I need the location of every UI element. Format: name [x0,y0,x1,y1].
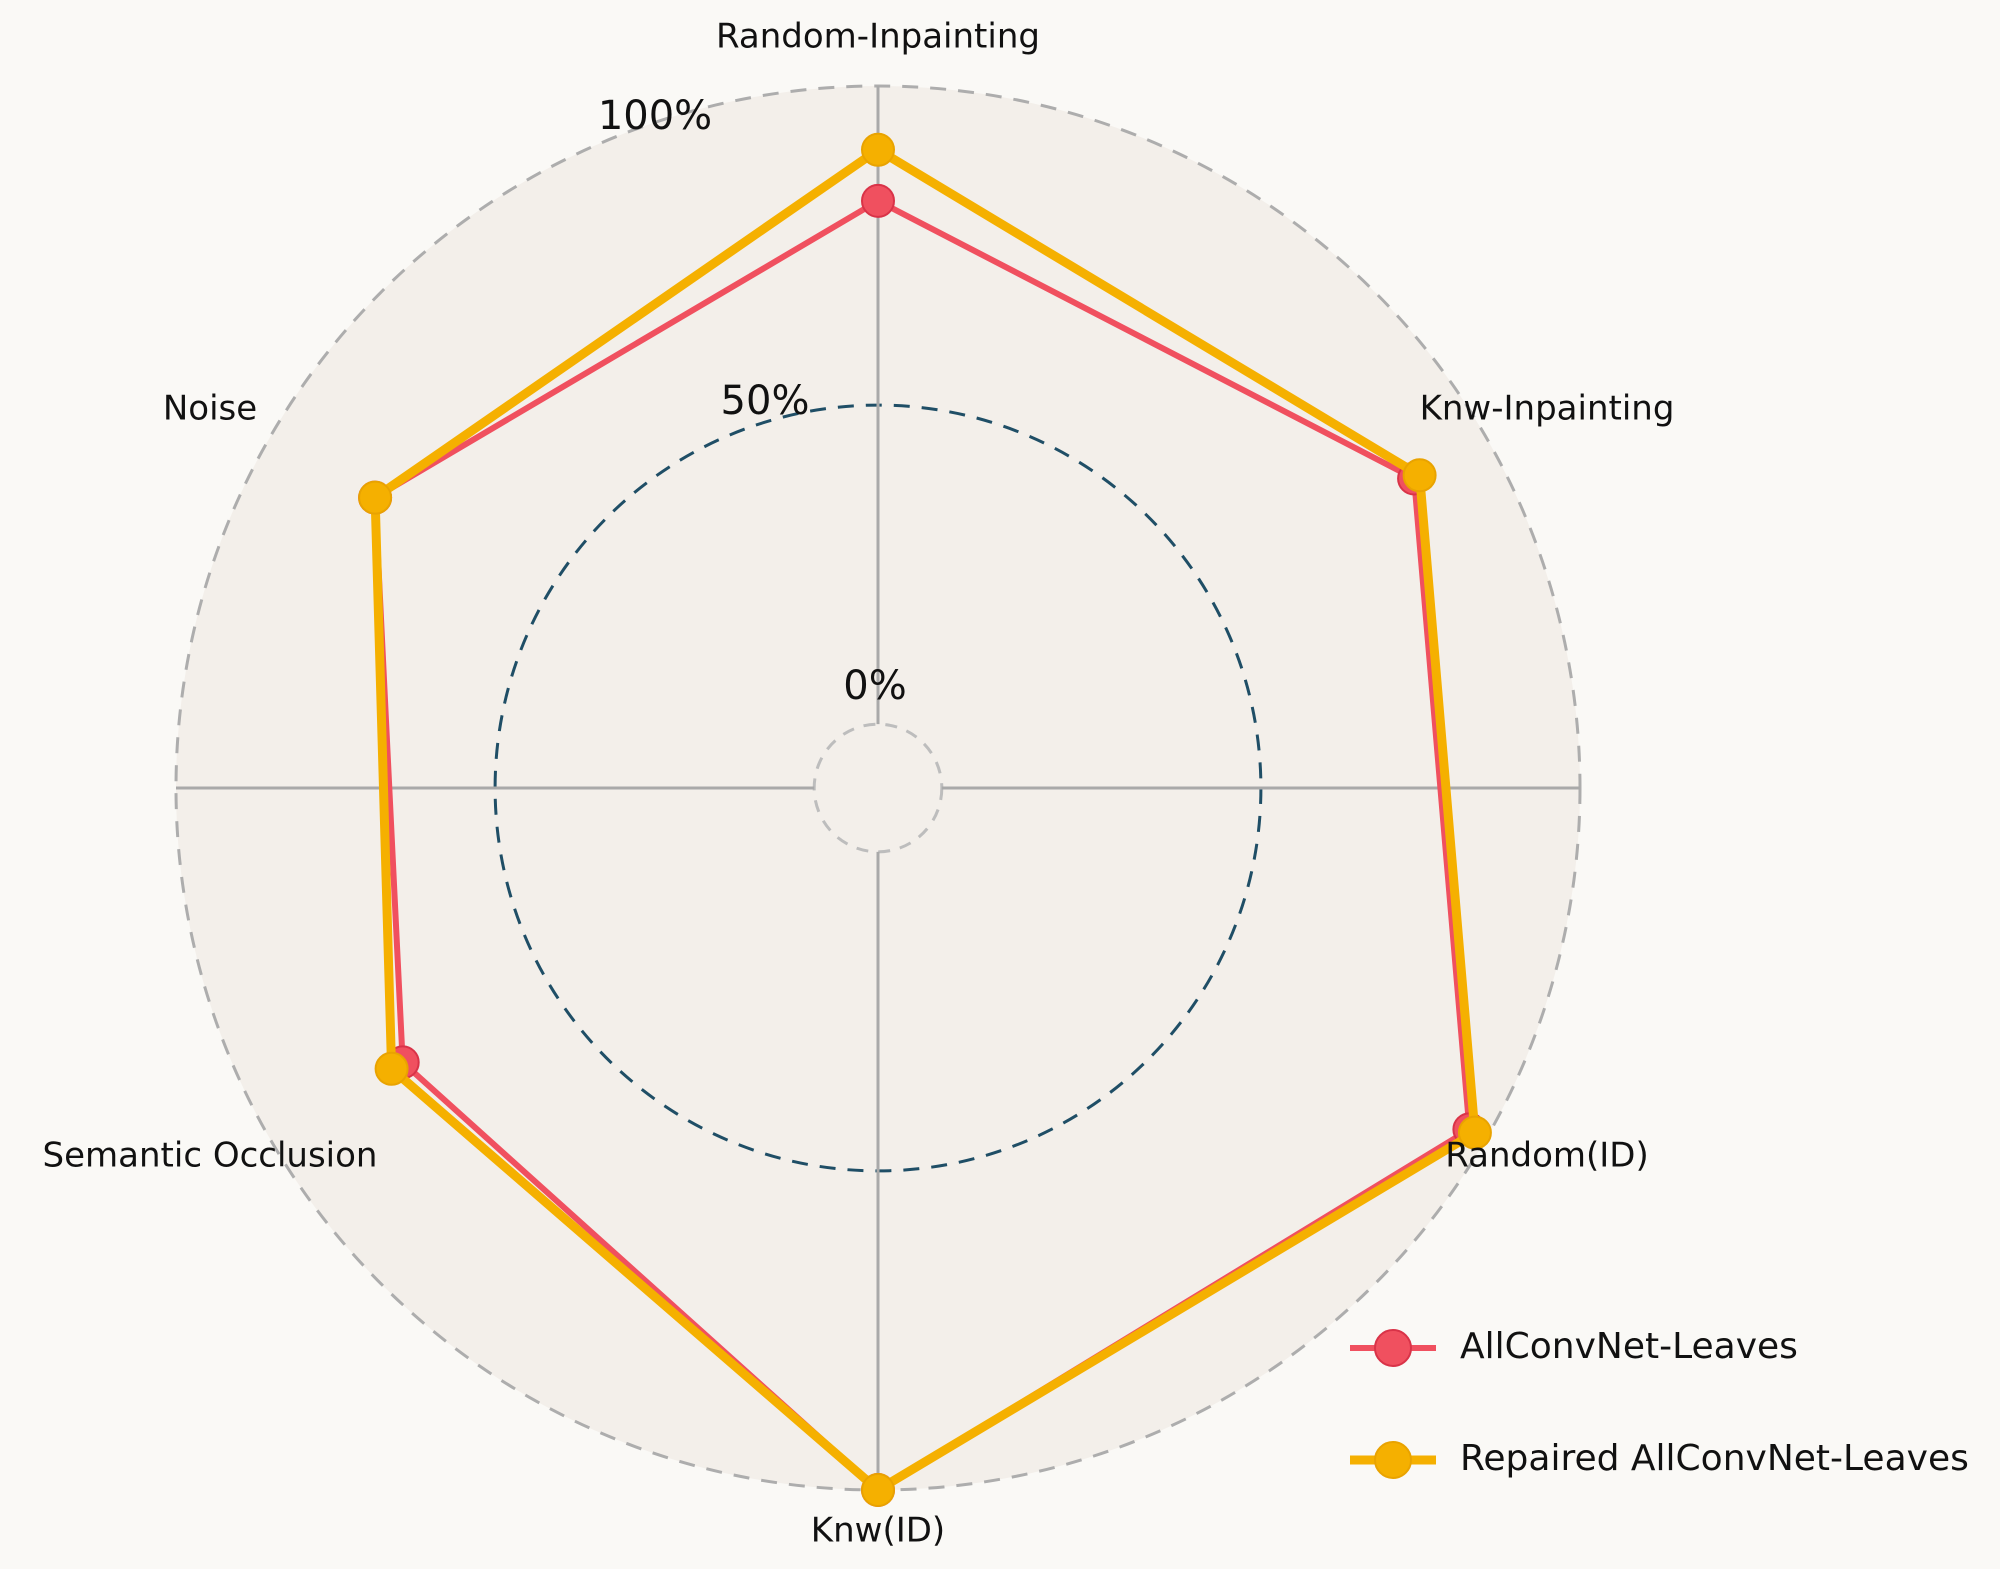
tick-label-50: 50% [721,378,810,424]
series-point-repaired-allconvnet-leaves-random-id [1457,1115,1492,1150]
legend-label-repaired-allconvnet-leaves: Repaired AllConvNet-Leaves [1460,1438,1969,1479]
axis-label-semantic-occlusion: Semantic Occlusion [43,1136,378,1176]
axis-label-knw-inpainting: Knw-Inpainting [1420,389,1675,429]
axis-label-noise: Noise [163,389,257,429]
plot-area-background [176,86,1580,1490]
tick-labels: 0% 50% 100% [598,93,907,709]
axis-label-random-id: Random(ID) [1445,1136,1649,1176]
axis-labels: Random-Inpainting Knw-Inpainting Random(ID… [43,17,1675,1551]
series-point-repaired-allconvnet-leaves-knw-id [861,1473,895,1507]
series-layer [358,132,1492,1507]
tick-label-100: 100% [598,93,712,139]
series-point-allconvnet-leaves-random-inpainting [861,183,895,218]
series-repaired-allconvnet-leaves [358,132,1492,1507]
legend-item-repaired-allconvnet-leaves: Repaired AllConvNet-Leaves [1350,1438,1969,1479]
series-point-repaired-allconvnet-leaves-random-inpainting [861,132,895,167]
legend-marker-repaired-allconvnet-leaves [1374,1441,1412,1479]
legend: AllConvNet-Leaves Repaired AllConvNet-Lea… [1350,1326,1969,1479]
legend-label-allconvnet-leaves: AllConvNet-Leaves [1460,1326,1798,1367]
series-point-repaired-allconvnet-leaves-noise [358,480,393,515]
legend-item-allconvnet-leaves: AllConvNet-Leaves [1350,1326,1798,1367]
legend-marker-allconvnet-leaves [1374,1329,1412,1367]
axis-label-random-inpainting: Random-Inpainting [716,17,1040,57]
tick-label-0: 0% [843,663,906,709]
series-point-repaired-allconvnet-leaves-knw-inpainting [1402,458,1437,493]
series-point-repaired-allconvnet-leaves-semantic-occlusion [374,1051,409,1086]
axis-label-knw-id: Knw(ID) [811,1511,945,1551]
